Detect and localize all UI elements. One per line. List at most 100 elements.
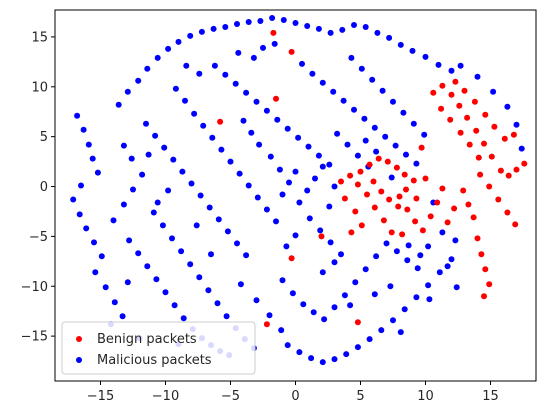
data-point — [206, 204, 213, 211]
data-point — [410, 177, 417, 184]
legend: Benign packets Malicious packets — [61, 321, 256, 375]
data-point — [382, 133, 389, 140]
data-point — [373, 253, 380, 260]
data-point — [448, 67, 455, 74]
data-point — [245, 19, 252, 25]
data-point — [119, 313, 126, 320]
data-point — [218, 146, 225, 153]
x-tick-label: 5 — [356, 389, 364, 404]
data-point — [74, 112, 81, 119]
data-point — [165, 45, 172, 52]
data-point — [404, 206, 411, 213]
data-point — [341, 292, 348, 299]
data-point — [388, 174, 395, 181]
data-point — [348, 229, 355, 236]
data-point — [266, 312, 273, 319]
data-point — [427, 213, 434, 220]
data-point — [315, 25, 322, 32]
data-point — [245, 182, 252, 189]
data-point — [304, 23, 311, 29]
x-tick-label: 15 — [482, 389, 499, 404]
data-point — [214, 300, 221, 307]
data-point — [193, 222, 200, 229]
data-point — [375, 155, 382, 162]
data-point — [504, 209, 511, 216]
data-point — [386, 34, 393, 41]
x-tick-label: 0 — [291, 389, 299, 404]
data-point — [477, 171, 484, 178]
data-point — [481, 140, 487, 147]
data-point — [399, 231, 406, 238]
data-point — [310, 309, 317, 316]
legend-label-benign: Benign packets — [97, 332, 197, 347]
data-point — [253, 297, 260, 304]
data-point — [397, 329, 404, 336]
data-point — [392, 142, 399, 149]
data-point — [187, 32, 194, 39]
data-point — [215, 216, 222, 223]
data-point — [413, 294, 420, 301]
data-point — [296, 349, 303, 356]
data-point — [380, 217, 387, 224]
data-point — [183, 62, 190, 69]
data-point — [436, 269, 443, 276]
data-point — [240, 117, 247, 124]
data-point — [347, 302, 354, 309]
data-point — [92, 269, 99, 276]
data-point — [143, 120, 149, 127]
data-point — [513, 166, 520, 173]
data-point — [390, 98, 396, 105]
data-point — [162, 289, 169, 296]
data-point — [405, 242, 412, 249]
data-point — [260, 44, 266, 51]
data-point — [354, 344, 361, 351]
data-point — [273, 218, 279, 225]
data-point — [237, 281, 244, 288]
data-point — [435, 61, 442, 68]
data-point — [283, 243, 290, 250]
data-point — [404, 257, 411, 264]
data-point — [289, 290, 296, 297]
data-point — [124, 279, 131, 286]
data-point — [178, 248, 185, 255]
data-point — [447, 116, 454, 123]
data-point — [366, 336, 373, 343]
plot-background — [55, 10, 536, 381]
x-tick-label: 10 — [417, 389, 434, 404]
data-point — [257, 18, 264, 24]
data-point — [170, 156, 177, 163]
data-point — [378, 327, 385, 334]
data-point — [254, 194, 261, 201]
data-point — [351, 106, 357, 113]
data-point — [248, 129, 255, 136]
data-point — [491, 123, 498, 130]
data-point — [448, 256, 455, 263]
data-point — [340, 97, 347, 104]
data-point — [364, 191, 370, 198]
data-point — [371, 124, 378, 131]
data-point — [338, 251, 344, 258]
data-point — [263, 206, 270, 213]
legend-marker-malicious — [76, 357, 82, 363]
data-point — [120, 142, 127, 149]
data-point — [70, 196, 77, 203]
data-point — [250, 54, 257, 61]
data-point — [227, 158, 234, 165]
data-point — [410, 120, 417, 127]
data-point — [128, 155, 135, 162]
data-point — [451, 205, 458, 212]
data-point — [312, 175, 318, 182]
data-point — [495, 196, 502, 203]
data-point — [331, 183, 338, 190]
data-point — [396, 193, 403, 200]
data-point — [234, 21, 240, 27]
data-point — [351, 22, 357, 28]
data-point — [175, 38, 182, 45]
data-point — [159, 222, 166, 229]
data-point — [362, 24, 369, 30]
data-point — [470, 214, 477, 221]
data-point — [144, 263, 151, 270]
data-point — [317, 227, 324, 234]
data-point — [358, 222, 365, 229]
data-point — [295, 134, 302, 141]
